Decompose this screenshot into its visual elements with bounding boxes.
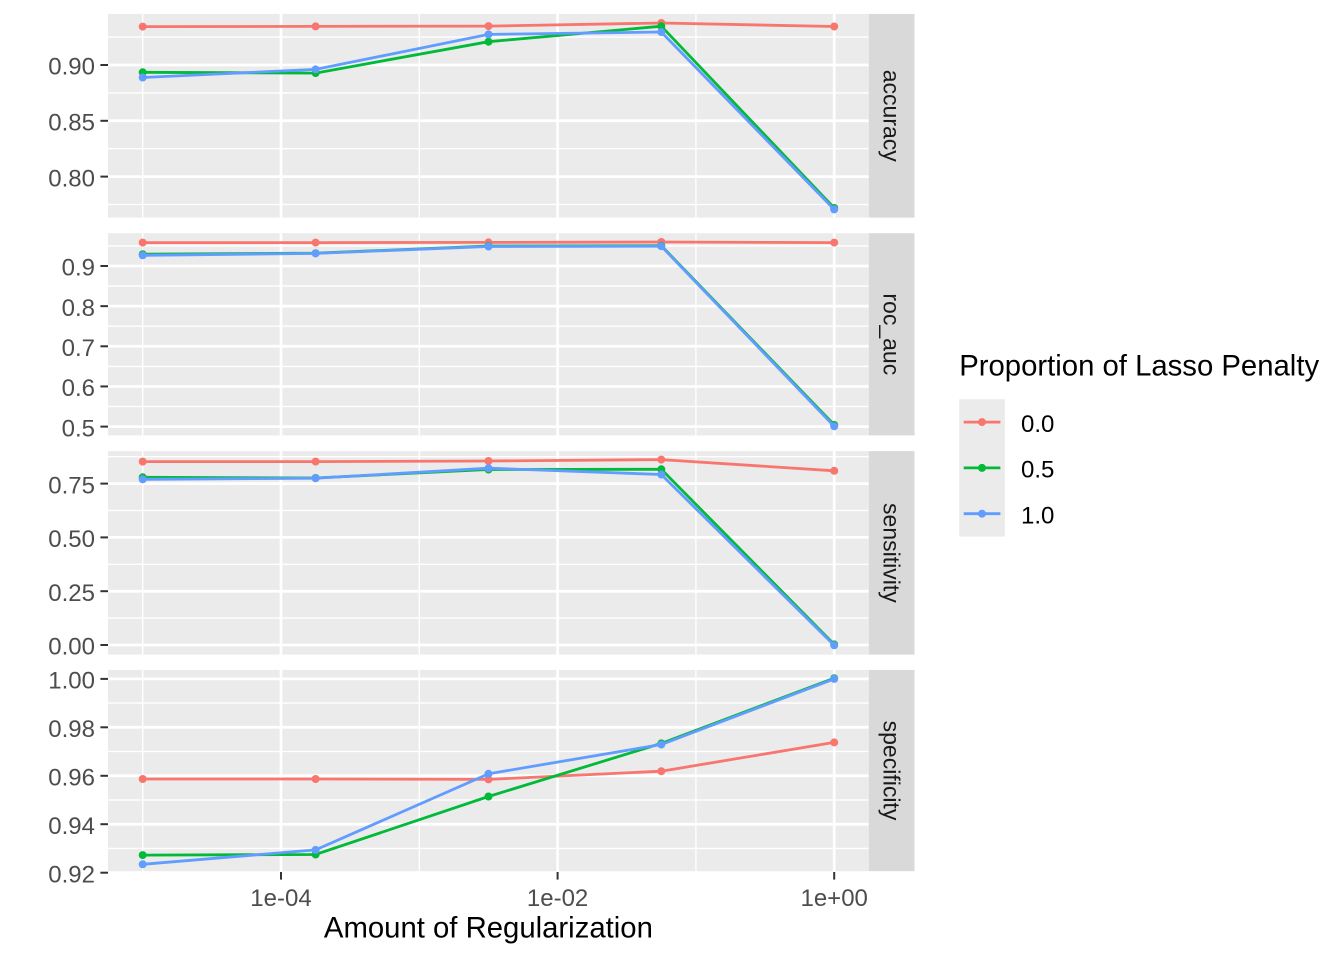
svg-text:0.90: 0.90 [48,54,95,81]
svg-text:0.9: 0.9 [62,255,95,282]
svg-text:0.96: 0.96 [48,765,95,792]
svg-text:accuracy: accuracy [879,70,905,163]
svg-text:Amount of Regularization: Amount of Regularization [324,911,653,944]
svg-text:1.00: 1.00 [48,668,95,695]
svg-text:roc_auc: roc_auc [879,293,905,375]
svg-text:0.50: 0.50 [48,526,95,553]
svg-text:0.25: 0.25 [48,580,95,607]
svg-text:specificity: specificity [879,721,905,821]
svg-text:0.0: 0.0 [1021,411,1054,438]
svg-text:0.98: 0.98 [48,716,95,743]
svg-text:1e-02: 1e-02 [527,885,588,912]
svg-text:0.5: 0.5 [62,415,95,442]
svg-text:0.80: 0.80 [48,165,95,192]
svg-text:0.85: 0.85 [48,110,95,137]
svg-text:0.5: 0.5 [1021,457,1054,484]
svg-text:0.8: 0.8 [62,295,95,322]
svg-text:sensitivity: sensitivity [879,503,905,603]
svg-text:1e+00: 1e+00 [800,885,867,912]
svg-text:0.7: 0.7 [62,335,95,362]
svg-text:Proportion of Lasso Penalty: Proportion of Lasso Penalty [959,350,1319,383]
svg-text:0.94: 0.94 [48,813,95,840]
svg-text:1.0: 1.0 [1021,502,1054,529]
svg-text:0.92: 0.92 [48,861,95,888]
svg-text:0.6: 0.6 [62,375,95,402]
svg-text:0.00: 0.00 [48,634,95,661]
svg-text:1e-04: 1e-04 [250,885,311,912]
svg-text:0.75: 0.75 [48,472,95,499]
